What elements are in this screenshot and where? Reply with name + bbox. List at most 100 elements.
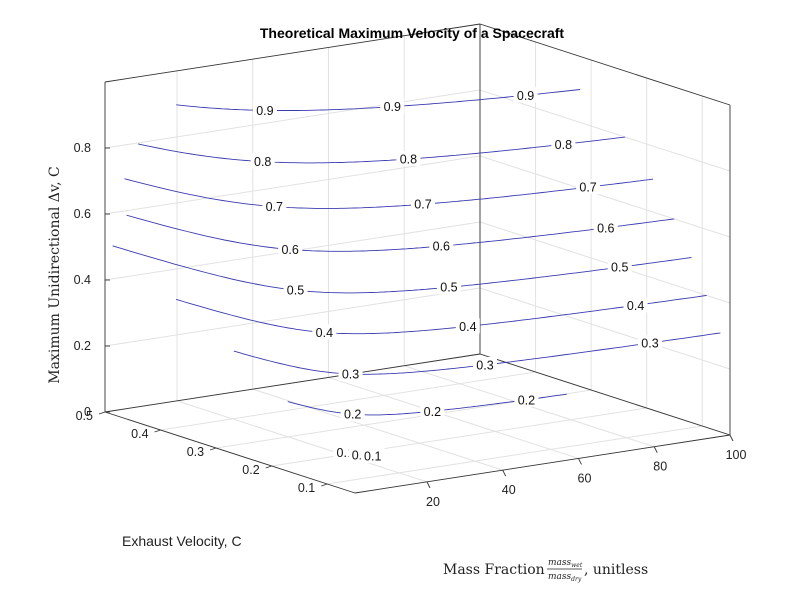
contour-label: 0.5 xyxy=(287,284,304,298)
contour-label-bg xyxy=(455,318,480,334)
contour-label-bg xyxy=(283,282,308,298)
y-tick-label: 0.1 xyxy=(298,481,315,495)
y-tick-mark xyxy=(321,483,328,487)
contour-label: 0.2 xyxy=(344,408,361,422)
x-axis-label-denominator: massdry xyxy=(548,572,582,583)
axis-box-edge xyxy=(104,411,356,494)
y-tick-label: 0.3 xyxy=(187,445,204,459)
y-tick-label: 0.4 xyxy=(131,427,148,441)
contour-label-bg xyxy=(513,87,538,103)
y-axis-label: Exhaust Velocity, C xyxy=(122,533,242,549)
grid-line-x-floor xyxy=(176,400,428,483)
contour-label: 0.5 xyxy=(611,261,628,275)
contour-label-bg xyxy=(312,324,337,340)
contour-label-bg xyxy=(429,238,454,254)
grid-line-x-floor xyxy=(328,376,579,459)
z-tick-label: 0 xyxy=(84,405,91,419)
x-tick-label: 100 xyxy=(726,448,747,462)
contour-label-bg xyxy=(436,279,461,295)
contour-label: 0.9 xyxy=(517,89,534,103)
contour-label: 0.4 xyxy=(316,326,333,340)
grid-line-z-back xyxy=(104,89,481,149)
contour-label: 0.6 xyxy=(281,243,298,257)
x-tick-label: 80 xyxy=(653,460,667,474)
contour-label: 0.5 xyxy=(440,281,457,295)
z-tick-label: 0.6 xyxy=(74,207,91,221)
z-tick-label: 0.4 xyxy=(74,273,91,287)
x-tick-mark xyxy=(426,481,431,489)
contour-label: 0.2 xyxy=(518,393,535,407)
contour-label-bg xyxy=(262,198,287,214)
x-axis-label-prefix: Mass Fraction xyxy=(443,562,549,578)
y-tick-label: 0.2 xyxy=(242,463,259,477)
contour-line xyxy=(112,245,692,294)
grid-line-y-floor xyxy=(160,371,536,431)
y-tick-mark xyxy=(265,465,272,469)
contour-label-bg xyxy=(637,334,662,350)
grid-line-z-side xyxy=(479,155,731,238)
contour-label: 0.8 xyxy=(555,138,572,152)
contour-line xyxy=(233,332,721,375)
contour-label-bg xyxy=(278,241,303,257)
grid-line-z-back xyxy=(104,287,481,347)
contour-label: 0.1 xyxy=(364,450,381,464)
x-tick-mark xyxy=(729,434,734,442)
contour-line xyxy=(126,214,675,252)
axis-box-edge xyxy=(104,23,481,83)
x-tick-mark xyxy=(578,458,582,465)
contour-label-bg xyxy=(338,365,363,381)
contour-label-bg xyxy=(576,179,601,195)
contour-label-bg xyxy=(593,219,618,235)
contour-label: 0.7 xyxy=(414,198,431,212)
contour-label: 0.7 xyxy=(266,200,283,214)
x-axis-label: Mass Fraction masswet massdry , unitless xyxy=(443,558,648,583)
contour-label-bg xyxy=(607,259,632,275)
y-tick-mark xyxy=(98,411,106,415)
contour-label-bg xyxy=(410,196,435,212)
contour-label: 0.6 xyxy=(597,221,614,235)
contour-label-bg xyxy=(472,356,497,372)
contour-label-bg xyxy=(396,151,421,167)
box-layer xyxy=(104,23,731,494)
contour-line xyxy=(138,136,626,164)
contour-label: 0.2 xyxy=(424,405,441,419)
contour-label: 0.4 xyxy=(627,299,644,313)
contour-label: 0.3 xyxy=(476,358,493,372)
contour-label-bg xyxy=(623,297,648,313)
y-tick-mark xyxy=(154,429,161,433)
contour-label: 0.3 xyxy=(342,367,359,381)
tick-layer: 20 40 60 80 100 0.1 0.2 0.3 0.4 0.5 0 0.2 0.4 0.6 0.8 xyxy=(74,141,747,509)
contour-label-bg xyxy=(514,391,539,407)
grid-line-y-floor xyxy=(271,407,647,467)
contour-label: 0.9 xyxy=(384,100,401,114)
contour-label-bg xyxy=(340,406,365,422)
z-tick-label: 0.2 xyxy=(74,339,91,353)
contour-label: 0.8 xyxy=(400,153,417,167)
contour-line xyxy=(175,294,707,335)
contour-label: 0.6 xyxy=(433,240,450,254)
contour-label: 0.8 xyxy=(254,155,271,169)
x-tick-mark xyxy=(502,469,507,477)
axis-box-edge xyxy=(104,353,481,413)
grid-line-z-side xyxy=(479,89,731,172)
x-tick-label: 40 xyxy=(502,483,516,497)
contour-layer: 0.10.10.10.2 0.20.20.30.30.30.4 0.40.40.5 0… xyxy=(112,87,721,464)
contour-label-bg xyxy=(360,448,385,464)
grid-line-y-floor xyxy=(327,425,703,485)
x-tick-label: 20 xyxy=(426,495,440,509)
x-tick-mark xyxy=(653,446,658,453)
contour-label-bg xyxy=(380,98,405,114)
contour-line xyxy=(176,89,581,111)
axis-box-edge xyxy=(354,434,731,494)
x-axis-label-suffix: , unitless xyxy=(584,562,648,578)
z-axis-label: Maximum Unidirectional Δv, C xyxy=(47,166,63,383)
grid-line-z-side xyxy=(479,287,731,370)
contour-label-bg xyxy=(420,403,445,419)
x-axis-label-numerator: masswet xyxy=(548,558,583,569)
x-tick-label: 60 xyxy=(578,471,592,485)
grid-layer xyxy=(104,24,731,485)
contour-label-bg xyxy=(252,102,277,118)
contour-label: 0.7 xyxy=(579,181,596,195)
axis-box-edge xyxy=(479,353,731,436)
